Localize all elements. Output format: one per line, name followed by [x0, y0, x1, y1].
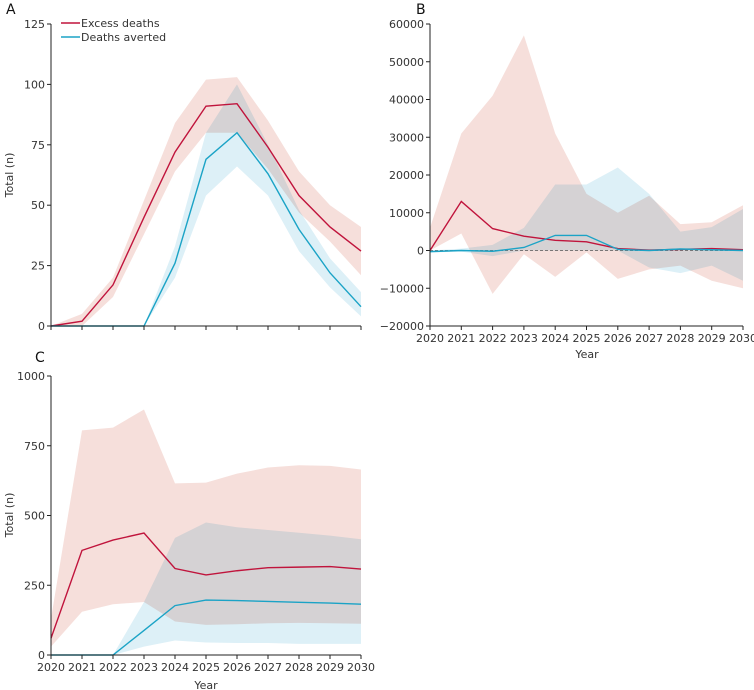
x-tick-label: 2027 [254, 661, 282, 674]
y-tick-label: 125 [24, 18, 45, 31]
x-tick-label: 2023 [130, 661, 158, 674]
x-tick-label: 2025 [192, 661, 220, 674]
deaths-averted-uncertainty-band [430, 167, 743, 281]
legend-label-excess: Excess deaths [81, 17, 160, 30]
y-tick-label: 100 [24, 78, 45, 91]
y-tick-label: 10000 [389, 207, 424, 220]
panel-label-c: C [35, 350, 45, 366]
y-axis-label-a: Total (n) [3, 153, 16, 199]
y-tick-label: 75 [31, 139, 45, 152]
x-tick-label: 2025 [573, 332, 601, 345]
y-tick-label: −20000 [380, 320, 424, 333]
y-tick-label: 0 [38, 320, 45, 333]
x-tick-label: 2024 [541, 332, 569, 345]
x-tick-label: 2022 [479, 332, 507, 345]
plot-area-a [51, 77, 361, 327]
x-tick-label: 2029 [698, 332, 726, 345]
y-tick-label: 60000 [389, 18, 424, 31]
x-tick-label: 2022 [99, 661, 127, 674]
y-tick-label: 50000 [389, 56, 424, 69]
x-tick-label: 2030 [347, 661, 375, 674]
x-tick-label: 2027 [635, 332, 663, 345]
x-tick-label: 2021 [447, 332, 475, 345]
x-tick-label: 2026 [223, 661, 251, 674]
plot-area-c [51, 409, 361, 655]
deaths-averted-uncertainty-band [51, 522, 361, 655]
legend-label-averted: Deaths averted [81, 31, 166, 44]
y-tick-label: −10000 [380, 282, 424, 295]
x-tick-label: 2030 [729, 332, 754, 345]
x-tick-label: 2023 [510, 332, 538, 345]
y-tick-label: 0 [417, 245, 424, 258]
x-tick-label: 2026 [604, 332, 632, 345]
x-axis-label-c: Year [193, 679, 218, 690]
y-tick-label: 30000 [389, 131, 424, 144]
x-tick-label: 2021 [68, 661, 96, 674]
excess-deaths-uncertainty-band [51, 77, 361, 326]
plot-area-b [430, 35, 743, 294]
y-axis-label-c: Total (n) [3, 493, 16, 539]
x-tick-label: 2020 [37, 661, 65, 674]
x-tick-label: 2028 [285, 661, 313, 674]
legend: Excess deaths Deaths averted [61, 17, 166, 44]
panel-label-b: B [416, 2, 426, 18]
panel-b: B Year −20000 −10000 0 10000 20000 30000 40000… [380, 2, 754, 361]
panel-label-a: A [6, 2, 16, 18]
y-tick-label: 40000 [389, 94, 424, 107]
deaths-averted-uncertainty-band [51, 84, 361, 327]
y-tick-label: 50 [31, 199, 45, 212]
y-tick-label: 20000 [389, 169, 424, 182]
y-tick-label: 500 [24, 510, 45, 523]
y-tick-label: 750 [24, 440, 45, 453]
panel-a: A Total (n) Excess deaths Deaths averted… [3, 2, 362, 333]
x-tick-label: 2028 [666, 332, 694, 345]
x-tick-label: 2020 [416, 332, 444, 345]
x-tick-label: 2029 [316, 661, 344, 674]
y-tick-label: 1000 [17, 370, 45, 383]
y-tick-label: 0 [38, 649, 45, 662]
x-axis-label-b: Year [574, 348, 599, 361]
x-tick-label: 2024 [161, 661, 189, 674]
y-tick-label: 25 [31, 260, 45, 273]
y-tick-label: 250 [24, 579, 45, 592]
